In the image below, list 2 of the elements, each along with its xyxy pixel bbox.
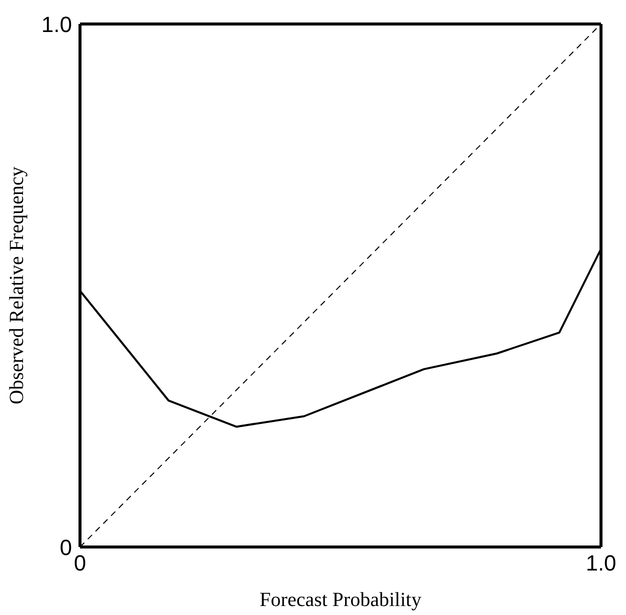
y-axis-title: Observed Relative Frequency <box>6 166 28 404</box>
x-axis-title: Forecast Probability <box>260 589 422 611</box>
